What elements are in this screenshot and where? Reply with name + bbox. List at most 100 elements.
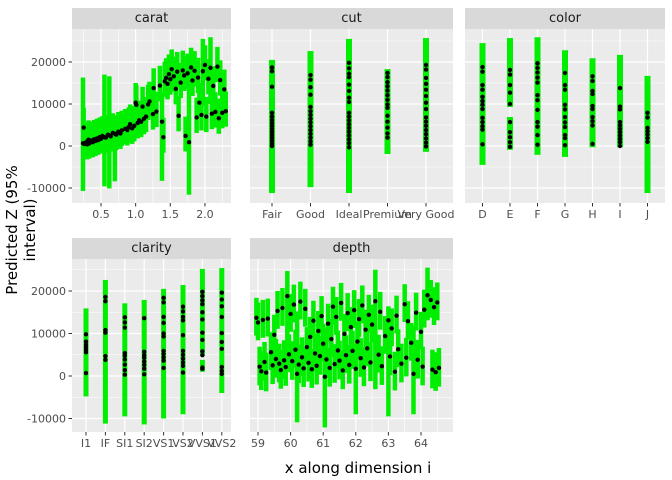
data-point	[173, 86, 179, 92]
data-point	[276, 361, 282, 366]
data-point	[180, 352, 186, 357]
data-point	[272, 332, 277, 337]
data-point	[645, 125, 650, 131]
x-tick-label: IF	[101, 437, 111, 450]
data-point	[273, 356, 279, 362]
data-point	[617, 143, 623, 149]
data-point	[161, 351, 166, 357]
data-point	[142, 359, 147, 364]
data-point	[507, 90, 513, 95]
data-point	[219, 304, 224, 309]
data-point	[507, 101, 513, 107]
data-point	[423, 62, 429, 68]
data-point	[324, 357, 329, 362]
data-point	[325, 321, 331, 326]
x-tick-label: SI1	[116, 437, 133, 450]
data-point	[423, 144, 429, 149]
data-point	[301, 366, 306, 371]
data-point	[617, 126, 623, 131]
data-point	[308, 135, 313, 140]
data-point	[265, 316, 270, 321]
data-point	[208, 65, 213, 71]
data-point	[385, 79, 390, 85]
data-point	[361, 365, 367, 370]
data-point	[219, 290, 224, 295]
data-point	[346, 110, 352, 116]
data-point	[165, 81, 170, 87]
data-point	[322, 374, 328, 380]
interval-bar	[208, 37, 213, 104]
data-point	[200, 352, 205, 358]
data-point	[350, 348, 355, 354]
data-point	[535, 92, 540, 98]
x-tick-label: 63	[381, 437, 395, 450]
data-point	[379, 364, 385, 369]
data-point	[200, 310, 205, 315]
data-point	[288, 311, 293, 317]
data-point	[83, 350, 89, 355]
data-point	[294, 371, 300, 377]
data-point	[186, 140, 192, 145]
data-point	[142, 362, 147, 368]
data-point	[154, 109, 159, 114]
data-point	[431, 304, 437, 310]
data-point	[645, 135, 650, 141]
data-point	[617, 136, 623, 142]
data-point	[351, 307, 357, 313]
data-point	[423, 81, 429, 87]
data-point	[308, 77, 313, 82]
data-point	[346, 118, 352, 123]
data-point	[190, 78, 195, 83]
data-point	[308, 131, 313, 137]
interval-bar	[411, 325, 416, 415]
data-point	[332, 361, 337, 367]
data-point	[346, 145, 352, 150]
data-point	[345, 310, 350, 316]
x-tick-label: H	[588, 208, 596, 221]
x-tick-label: G	[561, 208, 570, 221]
data-point	[353, 366, 358, 371]
data-point	[346, 125, 352, 131]
data-point	[507, 144, 513, 150]
data-point	[346, 74, 352, 80]
data-point	[645, 115, 650, 120]
data-point	[103, 353, 108, 359]
data-point	[180, 370, 186, 375]
data-point	[535, 119, 540, 125]
data-point	[409, 340, 414, 346]
interval-bar	[285, 271, 290, 359]
data-point	[309, 367, 314, 372]
data-point	[312, 351, 318, 356]
data-point	[81, 125, 86, 130]
data-point	[507, 67, 513, 73]
data-point	[423, 67, 429, 72]
x-tick-label: F	[534, 208, 540, 221]
x-tick-label: 2.0	[196, 208, 214, 221]
depth-points	[254, 293, 442, 380]
data-point	[562, 114, 568, 120]
data-point	[200, 301, 205, 307]
interval-bar	[102, 279, 108, 424]
data-point	[423, 93, 429, 99]
data-point	[590, 141, 595, 147]
data-point	[365, 346, 370, 351]
data-point	[378, 309, 383, 315]
data-point	[211, 83, 216, 89]
data-point	[385, 125, 390, 130]
data-point	[385, 88, 390, 93]
data-point	[645, 110, 650, 116]
data-point	[142, 372, 147, 377]
data-point	[200, 317, 205, 322]
x-tick-label: I	[618, 208, 621, 221]
data-point	[219, 371, 224, 377]
data-point	[219, 330, 224, 336]
data-point	[143, 114, 149, 119]
data-point	[423, 100, 429, 105]
data-point	[363, 327, 368, 332]
data-point	[617, 123, 623, 128]
x-tick-label: 0.5	[92, 208, 110, 221]
data-point	[199, 112, 204, 118]
x-tick-label: Premium	[363, 208, 412, 221]
x-tick-label: VS1	[153, 437, 175, 450]
data-point	[395, 347, 401, 352]
